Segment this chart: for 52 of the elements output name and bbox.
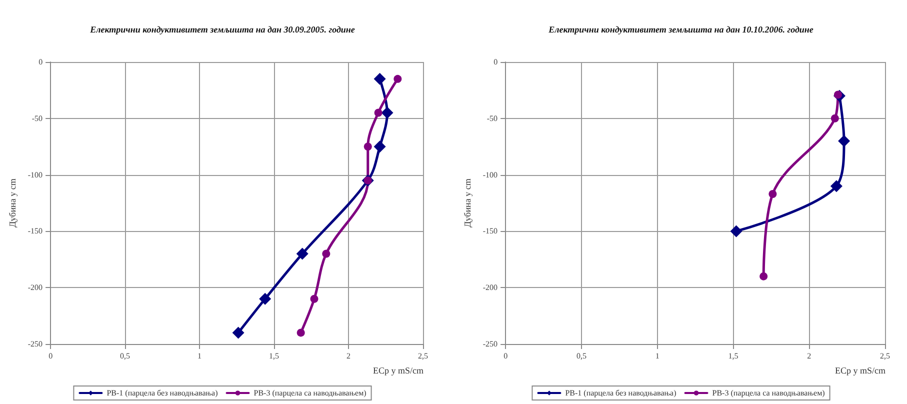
x-axis-title: ECp у mS/cm — [373, 366, 424, 376]
y-tick-label: -100 — [28, 170, 43, 180]
x-tick-label: 1,5 — [269, 352, 280, 360]
x-tick-label: 2 — [807, 352, 812, 360]
y-tick-label: 0 — [494, 58, 498, 66]
y-tick-label: -250 — [482, 340, 498, 348]
x-tick-label: 2,5 — [418, 352, 428, 360]
legend-label: PB-3 (парцела са наводњавањем) — [712, 388, 826, 398]
y-tick-label: -150 — [28, 226, 43, 236]
point — [374, 140, 386, 153]
x-tick-label: 1,5 — [728, 352, 738, 360]
y-tick-label: -250 — [28, 340, 43, 348]
point — [394, 74, 402, 83]
y-tick-label: -150 — [482, 226, 498, 236]
point — [381, 106, 394, 119]
point — [364, 142, 372, 151]
legend-label: PB-1 (парцела без наводњавања) — [565, 388, 677, 398]
point — [232, 326, 244, 339]
point — [730, 225, 742, 238]
legend-label: PB-3 (парцела са наводњавањем) — [254, 388, 367, 398]
x-axis-title: ECp у mS/cm — [835, 366, 886, 376]
point — [296, 248, 308, 260]
x-tick-label: 1 — [198, 352, 202, 360]
x-tick-label: 0 — [504, 352, 508, 360]
point — [768, 190, 777, 198]
legend-label: PB-1 (парцела без наводњавања) — [106, 388, 218, 398]
point — [296, 328, 305, 337]
y-tick-label: -200 — [482, 283, 498, 292]
point — [760, 272, 768, 280]
y-axis-title: Дубина у cm — [462, 178, 472, 228]
point — [322, 250, 330, 258]
point — [830, 180, 842, 192]
y-tick-label: -100 — [482, 170, 498, 180]
y-tick-label: -200 — [28, 283, 43, 292]
x-tick-label: 2,5 — [880, 352, 890, 360]
point — [310, 294, 318, 303]
y-axis-title: Дубина у cm — [8, 178, 18, 228]
point — [259, 292, 272, 305]
point — [838, 134, 850, 147]
x-tick-label: 2 — [346, 352, 351, 360]
x-tick-label: 1 — [655, 352, 660, 360]
y-tick-label: -50 — [32, 114, 43, 123]
chart-title: Електрични кондуктивитет земљишта на дан 30.09.2005. године — [89, 24, 355, 34]
x-tick-label: 0,5 — [120, 352, 130, 360]
point — [374, 108, 382, 117]
point — [830, 114, 839, 122]
chart-title: Електрични кондуктивитет земљишта на дан 10.10.2006. године — [548, 24, 814, 34]
x-tick-label: 0 — [48, 352, 53, 360]
x-tick-label: 0,5 — [576, 352, 586, 360]
y-tick-label: 0 — [38, 58, 43, 66]
point — [374, 72, 386, 85]
y-tick-label: -50 — [486, 114, 498, 123]
